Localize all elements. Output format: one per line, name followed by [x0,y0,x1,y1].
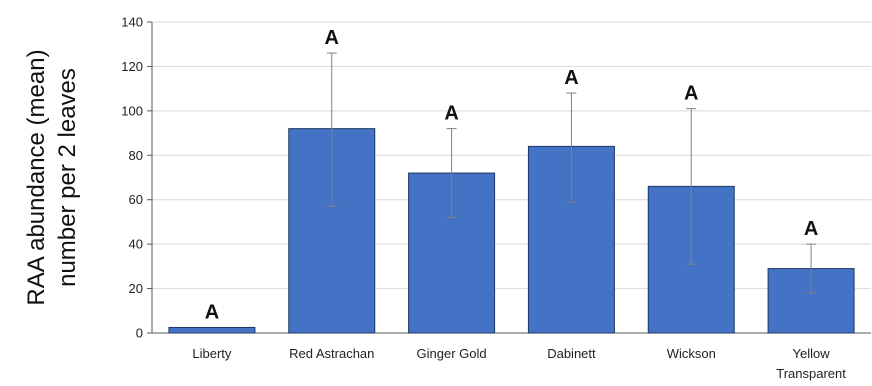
x-tick-label: Liberty [192,346,232,361]
x-tick-label: Dabinett [547,346,596,361]
y-tick-label: 80 [129,148,143,163]
y-tick-label: 140 [121,15,143,30]
x-tick-label: Red Astrachan [289,346,374,361]
y-tick-labels: 0 20 40 60 80 100 120 140 [121,15,143,341]
significance-label: A [564,67,578,89]
x-tick-label: Transparent [776,366,846,381]
y-axis-label: RAA abundance (mean) number per 2 leaves [23,49,81,305]
significance-label: A [444,103,458,125]
y-axis-label-line: number per 2 leaves [54,68,81,287]
y-tick-label: 100 [121,103,143,118]
gridlines [152,21,871,290]
axes [147,21,871,334]
y-axis-label-line: RAA abundance (mean) [23,49,50,305]
x-tick-label: Wickson [667,346,716,361]
error-bars [326,52,817,294]
significance-label: A [804,218,818,240]
significance-label: A [325,27,339,49]
significance-labels: A A A A A A [205,27,819,323]
y-tick-label: 20 [129,281,143,296]
significance-label: A [205,301,219,323]
y-tick-label: 60 [129,192,143,207]
x-tick-label: Yellow [793,346,831,361]
y-tick-label: 0 [136,326,143,341]
significance-label: A [684,83,698,105]
bar [168,326,256,334]
y-tick-label: 120 [121,59,143,74]
bars [168,128,855,334]
x-tick-labels: Liberty Red Astrachan Ginger Gold Dabinett W… [192,346,846,381]
x-tick-label: Ginger Gold [417,346,487,361]
y-tick-label: 40 [129,237,143,252]
